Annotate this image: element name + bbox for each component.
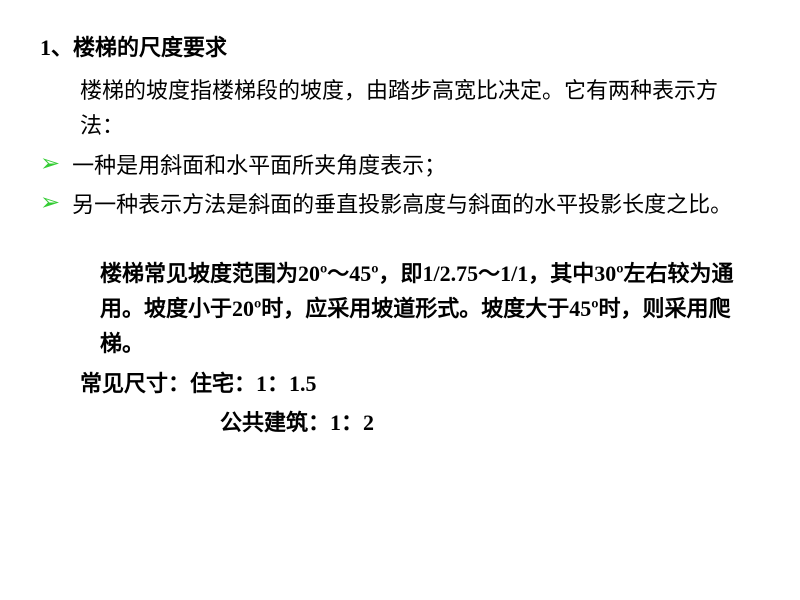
bullet-item-2: ➢ 另一种表示方法是斜面的垂直投影高度与斜面的水平投影长度之比。 (40, 187, 760, 222)
section-heading: 1、楼梯的尺度要求 (40, 30, 760, 65)
body-paragraph: 楼梯常见坡度范围为20º～45º，即1/2.75～1/1，其中30º左右较为通用… (100, 256, 760, 362)
spacer (40, 226, 760, 256)
dimensions-public: 公共建筑：1：2 (220, 405, 760, 440)
intro-paragraph: 楼梯的坡度指楼梯段的坡度，由踏步高宽比决定。它有两种表示方法： (80, 73, 760, 143)
bullet-text-1: 一种是用斜面和水平面所夹角度表示； (72, 148, 446, 183)
bullet-item-1: ➢ 一种是用斜面和水平面所夹角度表示； (40, 148, 760, 183)
chevron-bullet-icon: ➢ (40, 148, 60, 182)
dimensions-residential: 常见尺寸：住宅：1：1.5 (80, 366, 760, 401)
bullet-text-2: 另一种表示方法是斜面的垂直投影高度与斜面的水平投影长度之比。 (72, 187, 732, 222)
chevron-bullet-icon: ➢ (40, 187, 60, 221)
